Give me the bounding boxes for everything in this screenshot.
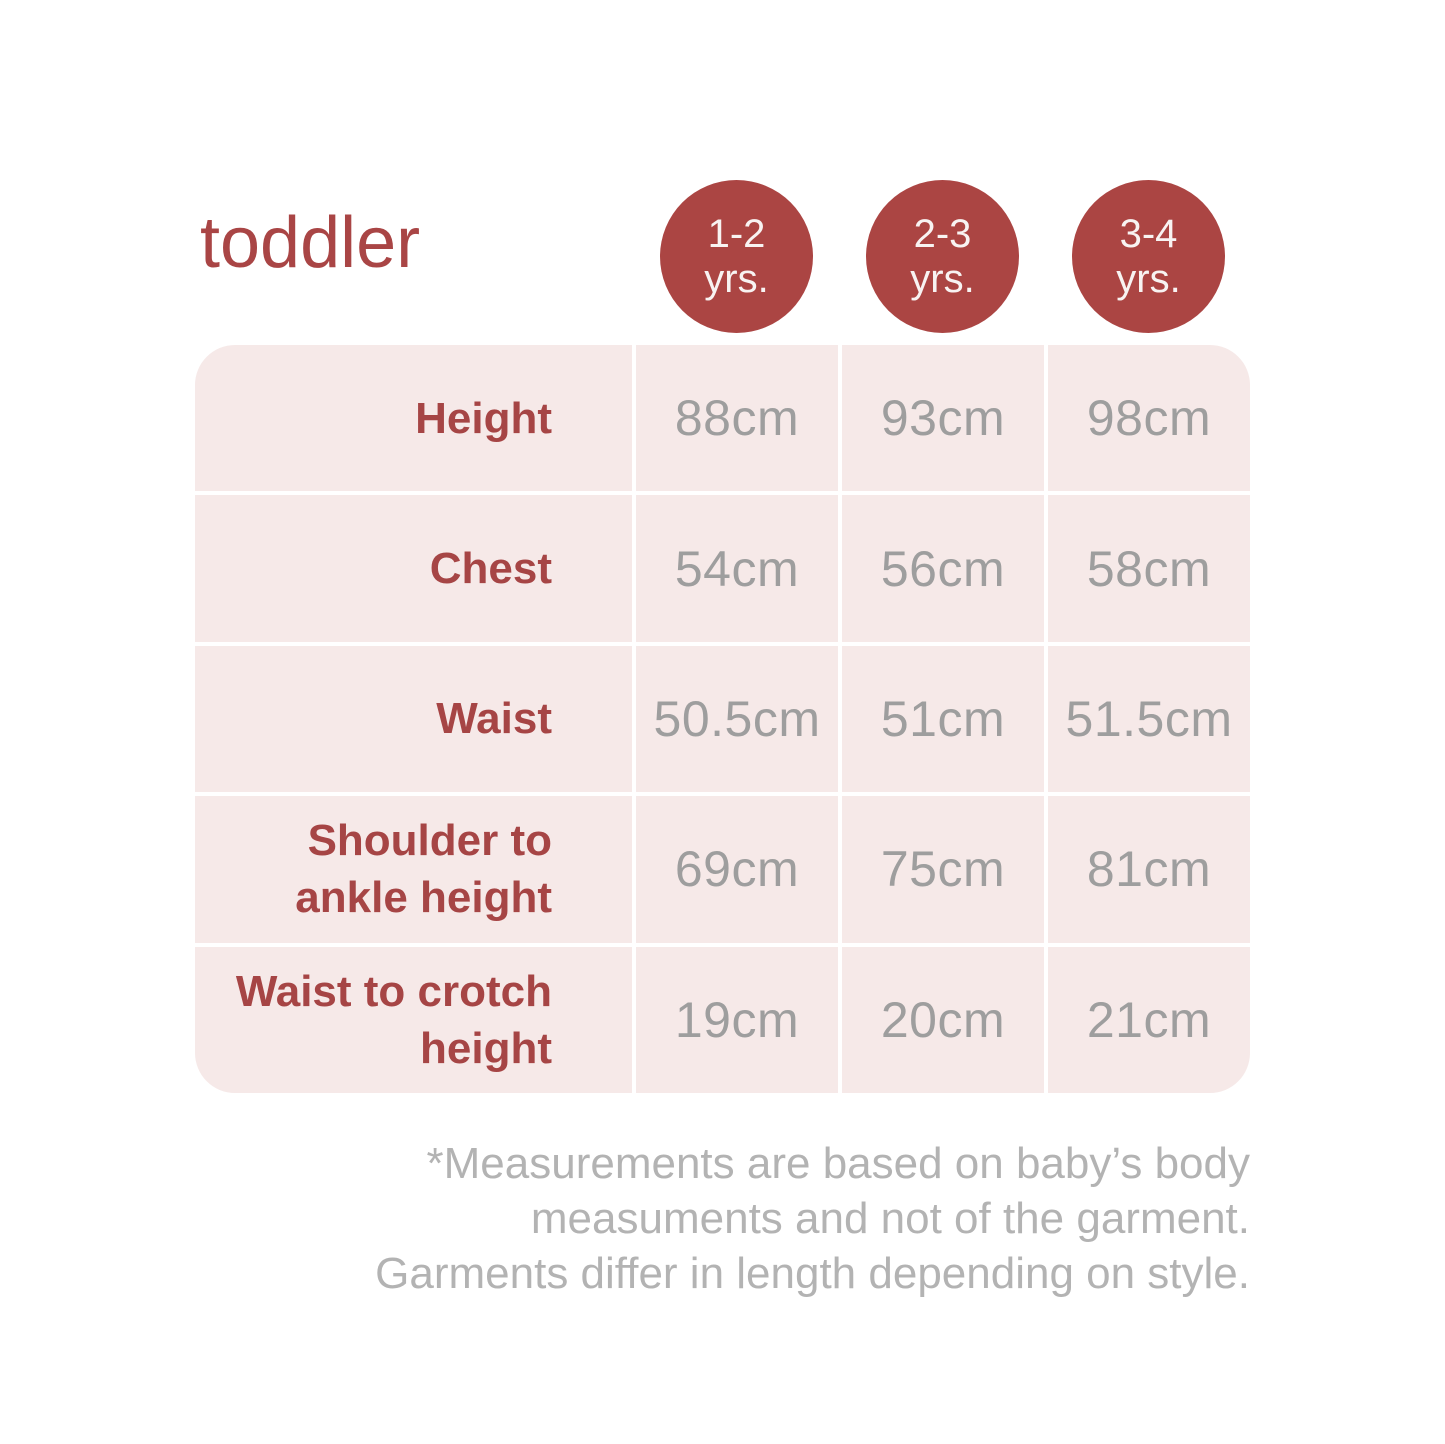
age-range: 1-2: [707, 211, 766, 256]
row-label-waist-to-crotch-height: Waist to crotch height: [195, 946, 632, 1093]
age-unit: yrs.: [704, 256, 769, 301]
size-value-cell: 50.5cm: [636, 645, 838, 793]
age-column-badge-3-4-yrs: 3-4 yrs.: [1072, 180, 1225, 333]
row-label-shoulder-to-ankle-height: Shoulder to ankle height: [195, 796, 632, 943]
disclaimer-line: Garments differ in length depending on s…: [375, 1249, 1250, 1298]
age-unit: yrs.: [910, 256, 975, 301]
size-value-cell: 81cm: [1048, 796, 1250, 943]
size-value-cell: 20cm: [842, 946, 1044, 1093]
size-value-cell: 88cm: [636, 345, 838, 492]
size-value-cell: 56cm: [842, 495, 1044, 642]
row-label-chest: Chest: [195, 495, 632, 642]
age-range: 2-3: [913, 211, 972, 256]
disclaimer-line: measuments and not of the garment.: [530, 1194, 1250, 1243]
size-value-cell: 51cm: [842, 645, 1044, 793]
disclaimer-line: *Measurements are based on baby’s body: [426, 1139, 1250, 1188]
age-range: 3-4: [1119, 211, 1178, 256]
size-value-cell: 69cm: [636, 796, 838, 943]
size-value-cell: 21cm: [1048, 946, 1250, 1093]
age-unit: yrs.: [1116, 256, 1181, 301]
age-column-badge-2-3-yrs: 2-3 yrs.: [866, 180, 1019, 333]
page-title: toddler: [200, 203, 421, 283]
size-value-cell: 58cm: [1048, 495, 1250, 642]
row-label-height: Height: [195, 345, 632, 492]
size-value-cell: 54cm: [636, 495, 838, 642]
size-value-cell: 93cm: [842, 345, 1044, 492]
row-label-waist: Waist: [195, 645, 632, 793]
size-value-cell: 75cm: [842, 796, 1044, 943]
age-column-badge-1-2-yrs: 1-2 yrs.: [660, 180, 813, 333]
size-table: Height 88cm 93cm 98cm Chest 54cm 56cm 58…: [195, 345, 1250, 1093]
size-value-cell: 51.5cm: [1048, 645, 1250, 793]
size-value-cell: 19cm: [636, 946, 838, 1093]
size-value-cell: 98cm: [1048, 345, 1250, 492]
measurement-disclaimer: *Measurements are based on baby’s body m…: [375, 1136, 1250, 1301]
